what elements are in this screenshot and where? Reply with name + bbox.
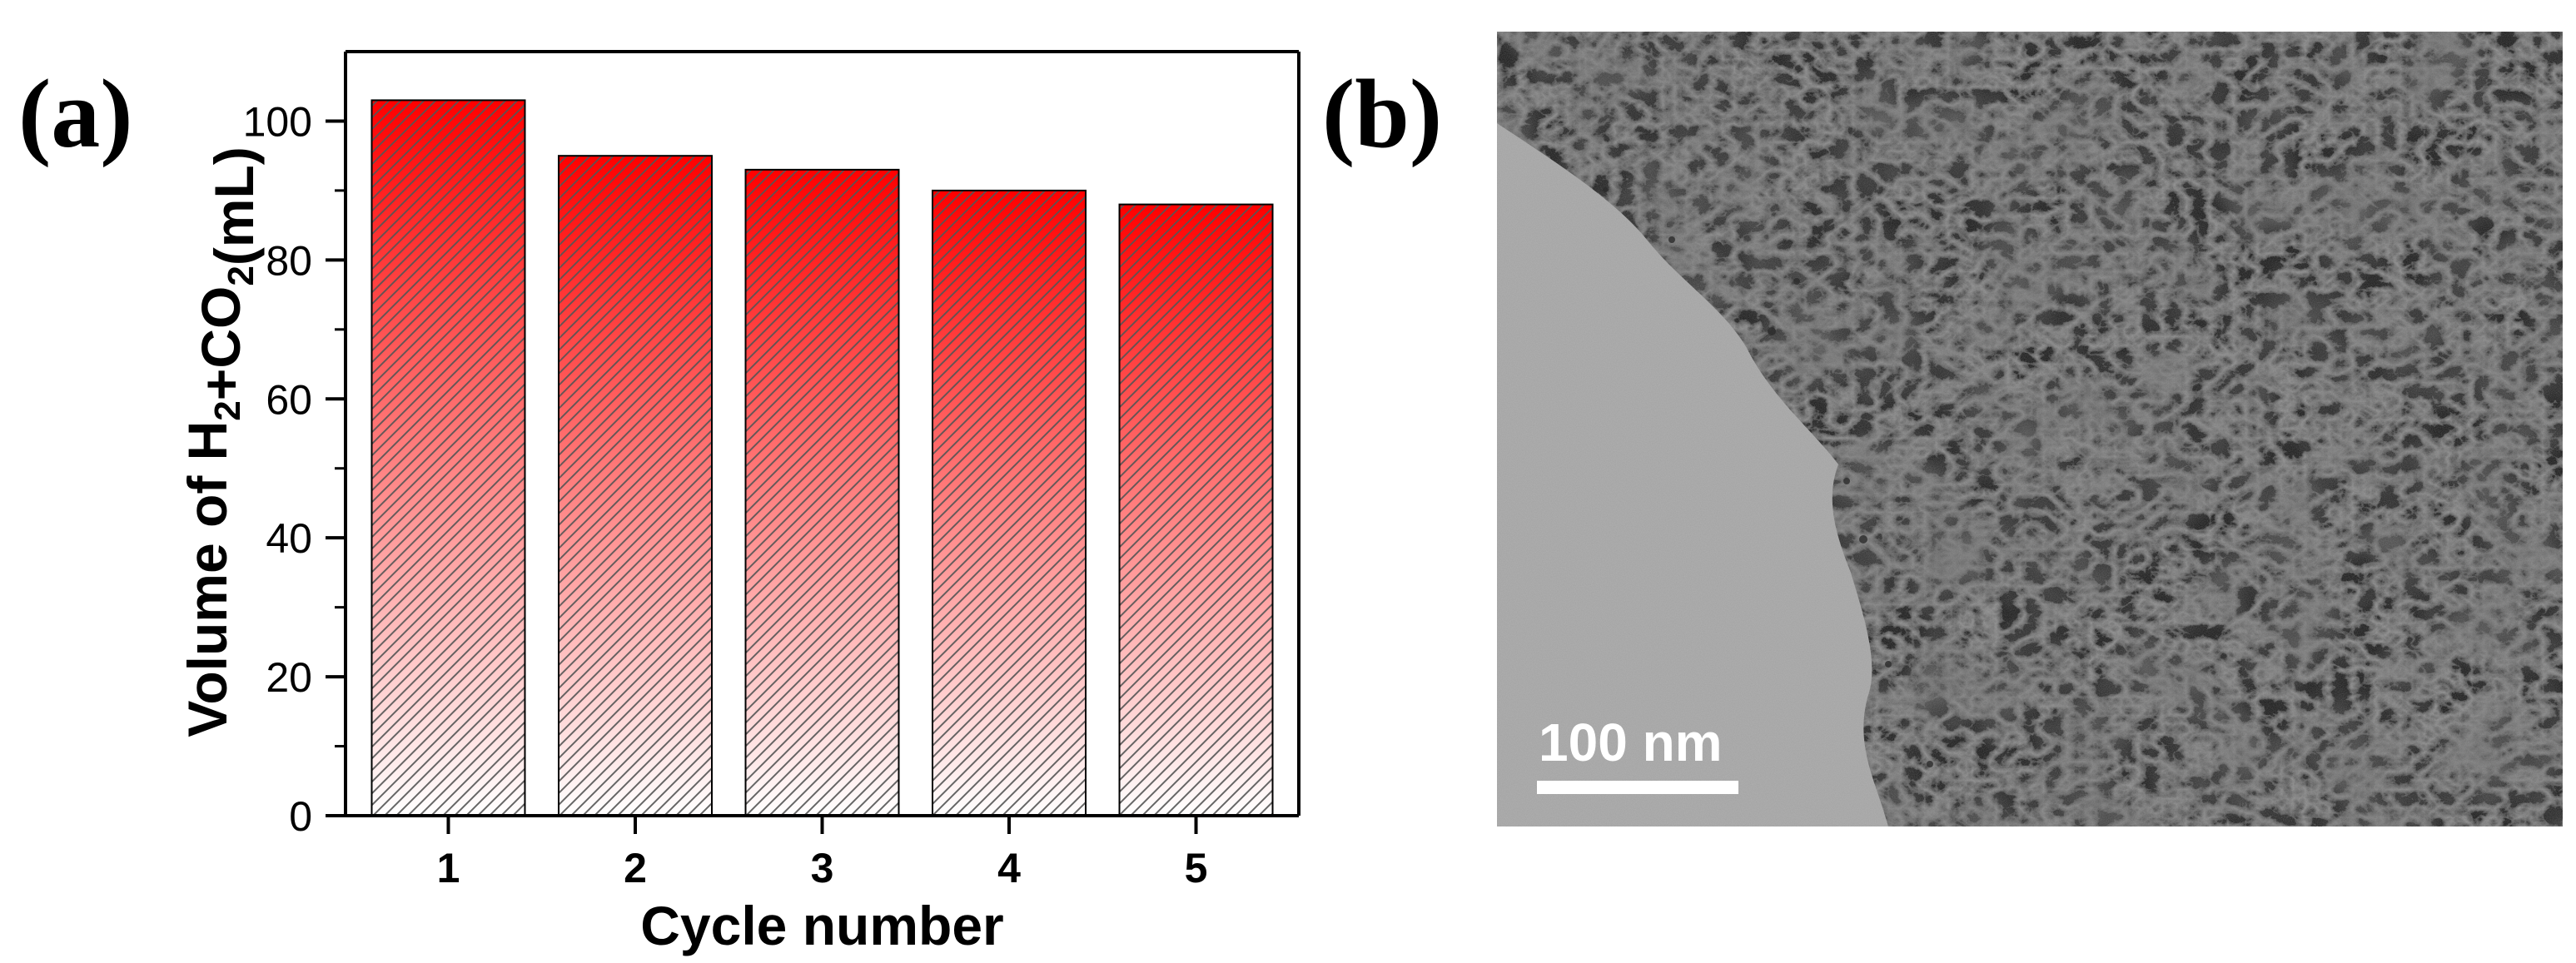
y-tick-label: 40	[266, 515, 312, 562]
x-tick-label: 4	[997, 845, 1021, 891]
bar-2	[557, 155, 713, 817]
scale-bar-label: 100 nm	[1539, 712, 1723, 772]
y-tick-label: 20	[266, 654, 312, 701]
bar-5	[1118, 203, 1274, 817]
bar-1	[370, 99, 526, 817]
y-tick-label: 100	[243, 98, 312, 145]
panel-a-label: (a)	[18, 59, 133, 168]
bar-3	[744, 168, 900, 817]
tem-image	[1497, 32, 2563, 826]
y-tick-label: 0	[289, 793, 312, 840]
x-tick-label: 5	[1185, 845, 1208, 891]
x-tick-label: 2	[624, 845, 647, 891]
x-axis-label: Cycle number	[640, 895, 1003, 956]
x-tick-label: 3	[811, 845, 834, 891]
y-tick-label: 60	[266, 376, 312, 423]
bar-chart: 1 2 3 4 5 0 20 40 60 80 100 Cycle number Volume of H…	[177, 50, 1300, 956]
scale-bar	[1537, 781, 1738, 794]
y-axis-label: Volume of H2+CO2(mL)	[177, 146, 265, 737]
x-tick-label: 1	[437, 845, 460, 891]
y-tick-label: 80	[266, 237, 312, 284]
tem-micrograph: 100 nm	[1497, 32, 2563, 826]
bar-4	[932, 189, 1087, 817]
panel-b-label: (b)	[1322, 59, 1443, 168]
